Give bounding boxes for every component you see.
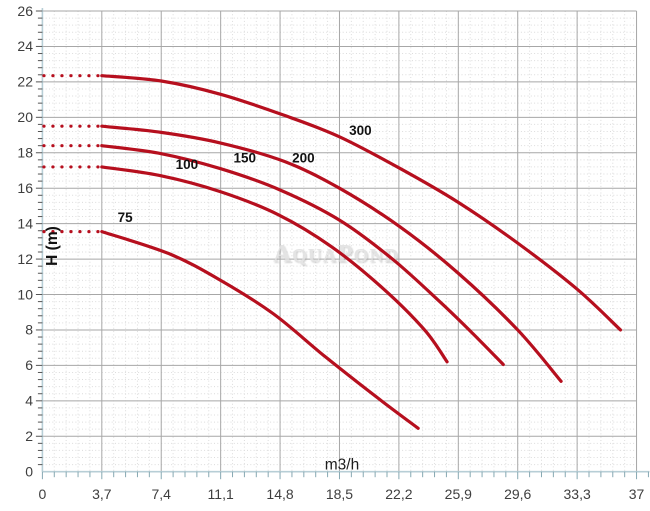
y-tick-label: 12 — [17, 251, 33, 267]
curve-label-75: 75 — [118, 210, 134, 225]
x-tick-label: 7,4 — [151, 486, 171, 502]
x-tick-label: 14,8 — [266, 486, 293, 502]
y-tick-label: 2 — [25, 428, 33, 444]
curve-labels: 75 100 150 200 300 — [118, 123, 372, 225]
x-tick-label: 25,9 — [445, 486, 472, 502]
curve-label-300: 300 — [349, 123, 372, 138]
curve-75 — [100, 230, 420, 430]
curve-100 — [100, 165, 449, 364]
y-axis-title: H (m) — [44, 226, 61, 266]
curve-200 — [100, 124, 563, 383]
y-tick-label: 26 — [17, 3, 33, 19]
y-tick-label: 18 — [17, 145, 33, 161]
x-axis-title: m3/h — [325, 457, 359, 474]
watermark-text: AQUAPOND — [273, 241, 399, 268]
major-grid — [42, 10, 638, 472]
curve-label-200: 200 — [292, 151, 315, 166]
y-tick-label: 8 — [25, 322, 33, 338]
curve-label-150: 150 — [233, 151, 256, 166]
x-tick-label: 29,6 — [504, 486, 531, 502]
x-tick-label: 33,3 — [564, 486, 591, 502]
axes — [41, 8, 650, 473]
y-tick-label: 10 — [17, 286, 33, 302]
curve-150 — [100, 144, 505, 367]
x-tick-label: 11,1 — [208, 486, 234, 502]
x-tick-label: 3,7 — [92, 486, 112, 502]
curve-label-100: 100 — [176, 157, 199, 172]
y-tick-label: 14 — [17, 215, 33, 231]
y-tick-label: 24 — [17, 38, 33, 54]
curve-300 — [100, 74, 623, 332]
y-tick-label: 22 — [17, 74, 33, 90]
x-ticks — [41, 471, 649, 480]
x-tick-label: 22,2 — [385, 486, 412, 502]
y-tick-label: 16 — [17, 180, 33, 196]
y-tick-label: 4 — [25, 393, 33, 409]
y-tick-label: 6 — [25, 357, 33, 373]
y-tick-label: 20 — [17, 109, 33, 125]
x-tick-label: 0 — [39, 486, 47, 502]
y-ticks — [35, 10, 43, 466]
x-tick-label: 37 — [629, 486, 645, 502]
y-tick-label: 0 — [25, 464, 33, 480]
x-tick-label: 18,5 — [326, 486, 353, 502]
curves — [42, 74, 623, 430]
x-tick-labels: 0 3,7 7,4 11,1 14,8 18,5 22,2 25,9 29,6 33,3 37 — [39, 486, 645, 502]
